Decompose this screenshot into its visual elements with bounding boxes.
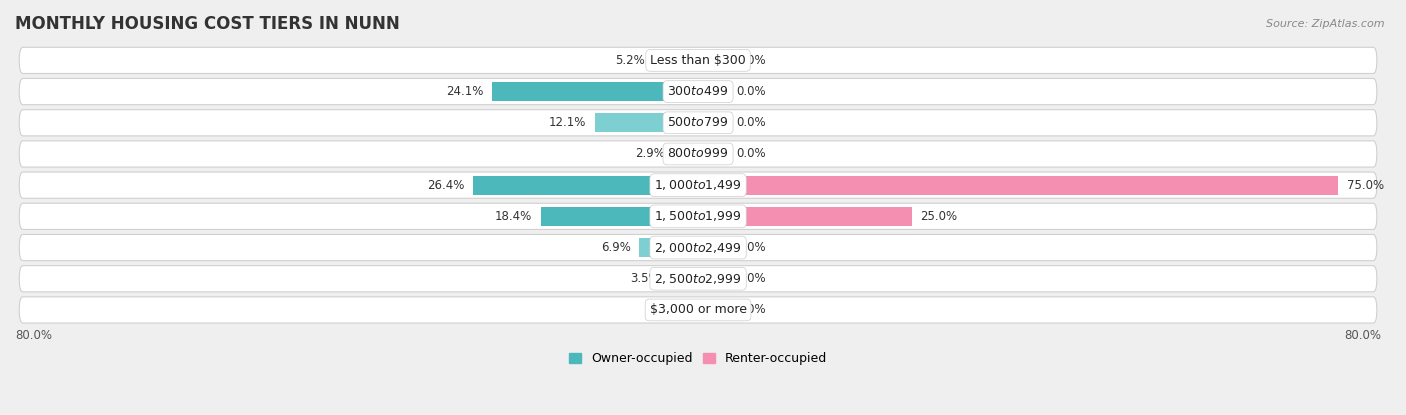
Bar (472, 176, 697, 195)
Text: Source: ZipAtlas.com: Source: ZipAtlas.com (1267, 19, 1385, 29)
Text: $500 to $799: $500 to $799 (668, 116, 728, 129)
FancyBboxPatch shape (20, 234, 1376, 261)
Text: 2.9%: 2.9% (636, 147, 665, 161)
Bar (668, 269, 697, 288)
Text: 0.57%: 0.57% (648, 303, 685, 317)
Bar (697, 113, 728, 132)
Bar (654, 51, 697, 70)
Text: 0.0%: 0.0% (737, 54, 766, 67)
Text: 6.9%: 6.9% (600, 241, 631, 254)
Bar (492, 82, 697, 101)
Bar (697, 207, 911, 226)
FancyBboxPatch shape (20, 266, 1376, 292)
Text: 0.0%: 0.0% (737, 241, 766, 254)
Bar (697, 51, 728, 70)
Text: MONTHLY HOUSING COST TIERS IN NUNN: MONTHLY HOUSING COST TIERS IN NUNN (15, 15, 399, 33)
Text: $2,000 to $2,499: $2,000 to $2,499 (654, 241, 742, 254)
Bar (640, 238, 697, 257)
FancyBboxPatch shape (20, 110, 1376, 136)
Bar (697, 144, 728, 164)
Text: 5.2%: 5.2% (616, 54, 645, 67)
Text: Less than $300: Less than $300 (650, 54, 747, 67)
Text: $3,000 or more: $3,000 or more (650, 303, 747, 317)
Text: 0.0%: 0.0% (737, 303, 766, 317)
FancyBboxPatch shape (20, 203, 1376, 229)
Text: 18.4%: 18.4% (495, 210, 533, 223)
Text: 80.0%: 80.0% (1344, 329, 1381, 342)
Bar (697, 238, 728, 257)
Text: 0.0%: 0.0% (737, 116, 766, 129)
Bar (673, 144, 697, 164)
Text: 25.0%: 25.0% (920, 210, 957, 223)
Bar (541, 207, 697, 226)
Text: 0.0%: 0.0% (737, 85, 766, 98)
Bar (697, 300, 728, 319)
Legend: Owner-occupied, Renter-occupied: Owner-occupied, Renter-occupied (564, 347, 832, 371)
FancyBboxPatch shape (20, 297, 1376, 323)
FancyBboxPatch shape (20, 172, 1376, 198)
Text: 80.0%: 80.0% (15, 329, 52, 342)
FancyBboxPatch shape (20, 78, 1376, 105)
Text: 24.1%: 24.1% (446, 85, 484, 98)
Text: 0.0%: 0.0% (737, 272, 766, 285)
Text: 75.0%: 75.0% (1347, 179, 1384, 192)
Bar (595, 113, 697, 132)
Text: $800 to $999: $800 to $999 (668, 147, 728, 161)
Text: 0.0%: 0.0% (737, 147, 766, 161)
Text: $1,500 to $1,999: $1,500 to $1,999 (654, 209, 742, 223)
Bar (697, 176, 1339, 195)
FancyBboxPatch shape (20, 47, 1376, 73)
Text: 3.5%: 3.5% (630, 272, 659, 285)
Text: 12.1%: 12.1% (548, 116, 586, 129)
FancyBboxPatch shape (20, 141, 1376, 167)
Bar (697, 269, 728, 288)
Bar (697, 82, 728, 101)
Text: $300 to $499: $300 to $499 (668, 85, 728, 98)
Bar (693, 300, 697, 319)
Text: $1,000 to $1,499: $1,000 to $1,499 (654, 178, 742, 192)
Text: $2,500 to $2,999: $2,500 to $2,999 (654, 272, 742, 286)
Text: 26.4%: 26.4% (427, 179, 464, 192)
